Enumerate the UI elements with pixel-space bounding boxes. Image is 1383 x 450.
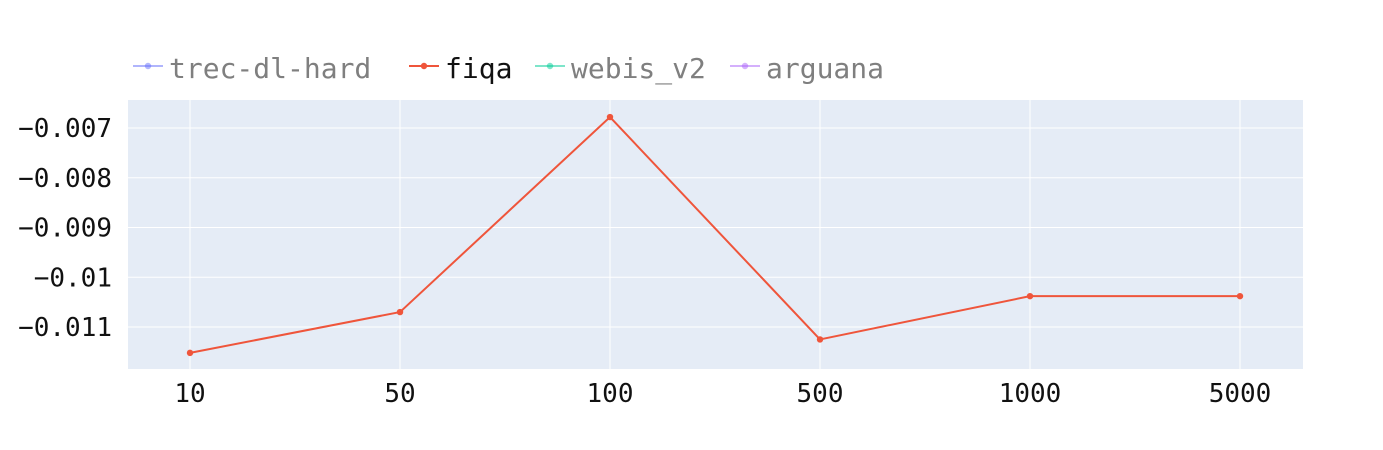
legend-label: fiqa: [445, 52, 512, 85]
y-tick-label: −0.009: [18, 214, 112, 244]
legend-marker-icon: [741, 62, 749, 70]
x-tick-label: 50: [384, 379, 415, 409]
data-point: [1026, 292, 1034, 300]
y-tick-label: −0.007: [18, 114, 112, 144]
data-point: [816, 336, 824, 343]
data-point: [1236, 292, 1244, 300]
legend-marker-icon: [144, 62, 152, 70]
legend-item-trec-dl-hard[interactable]: trec-dl-hard: [133, 52, 371, 85]
x-tick-label: 100: [587, 379, 634, 409]
data-point: [186, 349, 194, 357]
legend-label: trec-dl-hard: [169, 52, 371, 85]
legend-label: webis_v2: [571, 52, 706, 86]
legend-item-arguana[interactable]: arguana: [730, 52, 884, 85]
series-layer: [186, 113, 1244, 357]
plot-area: [128, 100, 1303, 369]
x-tick-label: 10: [174, 379, 205, 409]
x-tick-label: 1000: [999, 379, 1062, 409]
legend-item-webis_v2[interactable]: webis_v2: [535, 52, 706, 86]
data-point: [396, 308, 404, 316]
x-tick-label: 500: [797, 379, 844, 409]
legend[interactable]: trec-dl-hard fiqa webis_v2 arguana: [133, 52, 884, 86]
legend-item-fiqa[interactable]: fiqa: [409, 52, 512, 85]
data-point: [606, 113, 614, 121]
legend-marker-icon: [546, 62, 554, 70]
y-axis-tick-labels: −0.011 −0.01 −0.009 −0.008 −0.007: [18, 114, 112, 343]
y-tick-label: −0.011: [18, 313, 112, 343]
legend-label: arguana: [766, 52, 884, 85]
series-line-fiqa: [189, 116, 1240, 354]
legend-marker-icon: [420, 62, 428, 70]
y-tick-label: −0.01: [34, 263, 112, 293]
x-axis-tick-labels: 10 50 100 500 1000 5000: [174, 379, 1271, 409]
x-tick-label: 5000: [1209, 379, 1272, 409]
y-tick-label: −0.008: [18, 164, 112, 194]
